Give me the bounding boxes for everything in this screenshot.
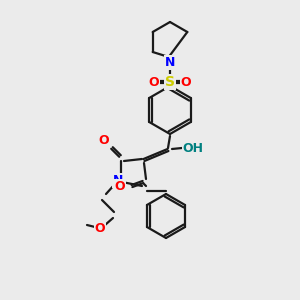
Text: O: O <box>115 179 125 193</box>
Text: O: O <box>149 76 159 88</box>
Text: O: O <box>181 76 191 88</box>
Text: OH: OH <box>182 142 203 154</box>
Text: O: O <box>95 221 105 235</box>
Text: N: N <box>113 173 123 187</box>
Text: N: N <box>165 56 175 68</box>
Text: S: S <box>165 75 175 89</box>
Text: O: O <box>99 134 109 146</box>
